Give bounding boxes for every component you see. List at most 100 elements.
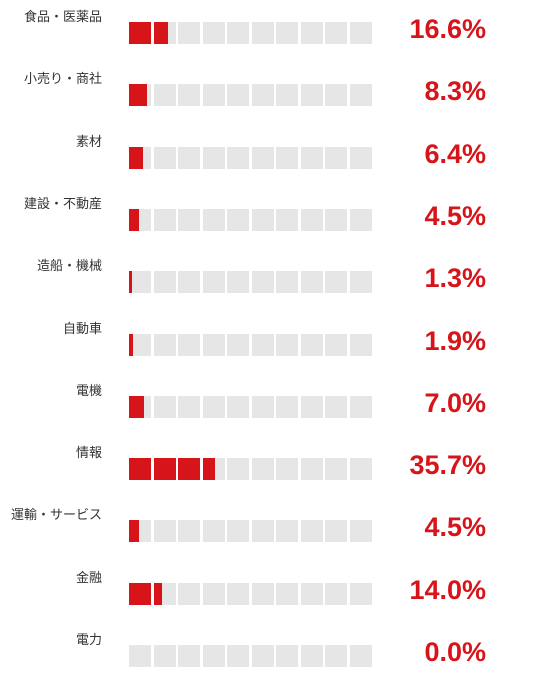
bar-track [129, 271, 372, 294]
value-label: 35.7% [409, 450, 486, 481]
bar-fill [129, 208, 139, 231]
bar-cell [129, 22, 151, 44]
bar-cell [202, 582, 225, 605]
bar-cell [349, 582, 372, 605]
bar-cell [153, 84, 176, 107]
bar-cell [202, 395, 225, 418]
bar-cell [349, 22, 372, 44]
chart-row: 運輸・サービス 4.5% [0, 508, 536, 548]
bar-cell [178, 208, 200, 231]
bar-cell [276, 22, 298, 44]
bar-cell [325, 22, 347, 44]
bar-cell [129, 271, 151, 294]
bar-cell [276, 520, 298, 543]
bar-cell [251, 271, 274, 294]
bar-cell [300, 22, 323, 44]
bar-cell [129, 146, 151, 169]
bar-cell [129, 84, 151, 107]
bar-cell [227, 582, 249, 605]
bar-track [129, 520, 372, 543]
bar-cell [202, 22, 225, 44]
bar-cell [300, 395, 323, 418]
bar-cell [227, 146, 249, 169]
bar-cell [251, 146, 274, 169]
bar-cell [178, 22, 200, 44]
bar-cell [202, 520, 225, 543]
bar-cell [153, 22, 176, 44]
bar-cell [349, 458, 372, 481]
bar-cell [251, 582, 274, 605]
bar-cell [325, 395, 347, 418]
bar-cell [178, 582, 200, 605]
category-label: 情報 [75, 446, 102, 462]
bar-cell [227, 22, 249, 44]
bar-cell [325, 271, 347, 294]
bar-cell [349, 271, 372, 294]
bar-cell [178, 146, 200, 169]
bar-cell [153, 395, 176, 418]
bar-track [129, 458, 372, 481]
bar-cell [325, 208, 347, 231]
bar-cell [251, 395, 274, 418]
bar-cell [153, 582, 176, 605]
bar-fill [129, 395, 145, 418]
bar-cell [178, 84, 200, 107]
bar-cell [251, 84, 274, 107]
bar-cell [227, 271, 249, 294]
chart-row: 小売り・商社 8.3% [0, 72, 536, 112]
category-label: 素材 [75, 134, 102, 150]
bar-cell [325, 520, 347, 543]
bar-cell [202, 458, 225, 481]
bar-cell [300, 333, 323, 356]
category-label: 金融 [75, 570, 102, 586]
chart-row: 金融 14.0% [0, 571, 536, 611]
chart-row: 情報 35.7% [0, 446, 536, 486]
bar-cell [178, 271, 200, 294]
bar-cell [129, 645, 151, 667]
bar-track [129, 395, 372, 418]
bar-cell [153, 271, 176, 294]
value-label: 16.6% [409, 14, 486, 44]
value-label: 7.0% [424, 387, 486, 418]
bar-cell [202, 84, 225, 107]
bar-fill [129, 458, 151, 481]
bar-cell [325, 582, 347, 605]
bar-cell [300, 520, 323, 543]
bar-fill [129, 271, 132, 294]
bar-cell [251, 333, 274, 356]
bar-track [129, 582, 372, 605]
bar-cell [251, 458, 274, 481]
bar-cell [251, 645, 274, 667]
chart-row: 自動車 1.9% [0, 322, 536, 362]
bar-cell [349, 208, 372, 231]
bar-cell [300, 271, 323, 294]
bar-track [129, 333, 372, 356]
bar-cell [300, 645, 323, 667]
value-label: 4.5% [424, 512, 486, 543]
bar-cell [178, 458, 200, 481]
bar-cell [276, 582, 298, 605]
chart-row: 建設・不動産 4.5% [0, 197, 536, 237]
bar-cell [349, 395, 372, 418]
bar-cell [227, 520, 249, 543]
bar-fill [153, 582, 163, 605]
bar-cell [178, 395, 200, 418]
bar-cell [276, 146, 298, 169]
bar-cell [153, 208, 176, 231]
bar-cell [325, 146, 347, 169]
bar-cell [300, 582, 323, 605]
category-label: 建設・不動産 [23, 196, 102, 212]
bar-cell [300, 84, 323, 107]
category-label: 電機 [75, 383, 102, 399]
bar-cell [349, 84, 372, 107]
bar-fill [129, 146, 144, 169]
chart-row: 電機 7.0% [0, 384, 536, 424]
bar-cell [349, 645, 372, 667]
bar-cell [300, 458, 323, 481]
bar-cell [227, 395, 249, 418]
bar-cell [202, 271, 225, 294]
bar-cell [153, 458, 176, 481]
chart-row: 食品・医薬品 16.6% [0, 10, 536, 50]
bar-cell [178, 520, 200, 543]
